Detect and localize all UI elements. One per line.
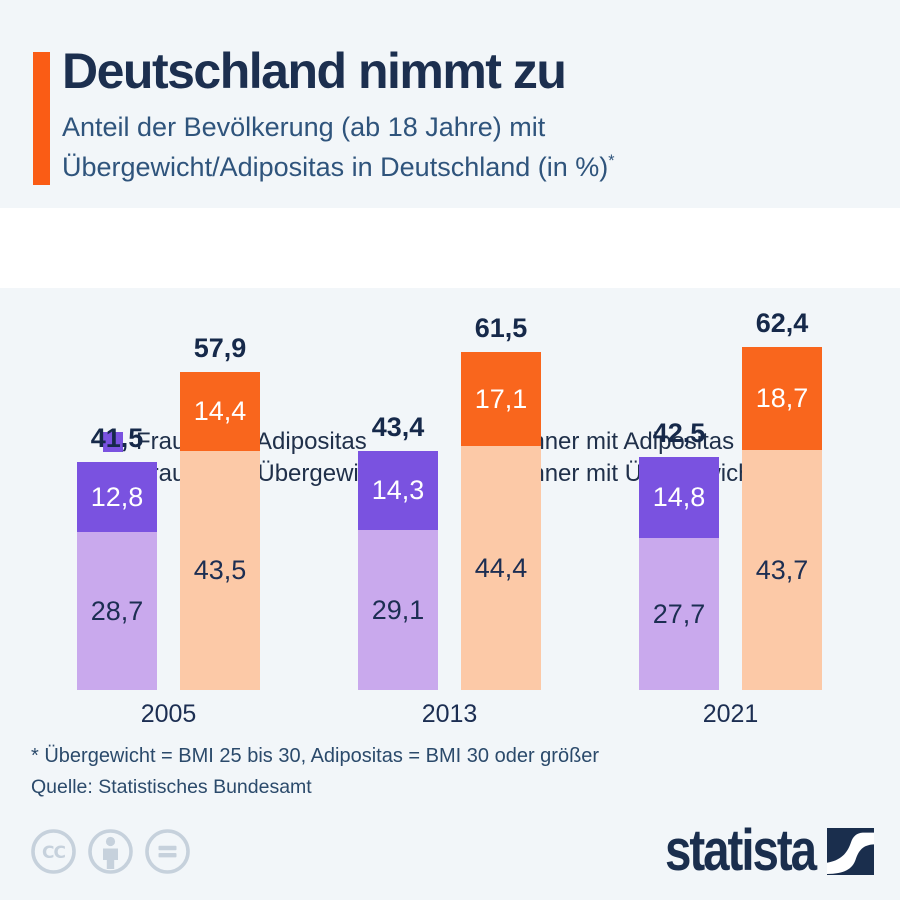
segment-adipositas-maenner-2013: 17,1 — [461, 352, 541, 446]
total-label-frauen-2021: 42,5 — [652, 418, 706, 448]
title-accent-bar — [33, 52, 50, 185]
footnote: * Übergewicht = BMI 25 bis 30, Adiposita… — [31, 745, 600, 767]
total-label-maenner-2013: 61,5 — [474, 313, 528, 343]
source: Quelle: Statistisches Bundesamt — [31, 776, 312, 798]
bar-maenner-2013: 17,1 44,4 — [461, 352, 541, 690]
equals-icon — [145, 829, 190, 874]
cc-icon: CC — [31, 829, 76, 874]
bar-maenner-2005: 14,4 43,5 — [180, 372, 260, 690]
segment-adipositas-frauen-2005: 12,8 — [77, 462, 157, 532]
svg-text:CC: CC — [42, 843, 65, 863]
bar-frauen-2013: 14,3 29,1 — [358, 451, 438, 690]
statista-logo-mark — [827, 827, 874, 875]
x-axis-label-2013: 2013 — [421, 700, 478, 728]
bar-frauen-2005: 12,8 28,7 — [77, 462, 157, 690]
segment-adipositas-maenner-2021: 18,7 — [742, 347, 822, 450]
subtitle-line2: Übergewicht/Adipositas in Deutschland (i… — [62, 152, 609, 182]
segment-adipositas-maenner-2005: 14,4 — [180, 372, 260, 451]
statista-wordmark: statista — [664, 818, 817, 883]
x-axis-label-2005: 2005 — [140, 700, 197, 728]
segment-uebergewicht-frauen-2021: 27,7 — [639, 538, 719, 690]
segment-adipositas-frauen-2021: 14,8 — [639, 457, 719, 538]
total-label-maenner-2021: 62,4 — [755, 308, 809, 338]
legend: Frauen mit Adipositas Männer mit Adiposi… — [0, 208, 900, 487]
license-icons: CC — [30, 828, 191, 875]
bar-maenner-2021: 18,7 43,7 — [742, 347, 822, 690]
segment-uebergewicht-frauen-2013: 29,1 — [358, 530, 438, 690]
x-axis-label-2021: 2021 — [702, 700, 759, 728]
legend-label: Frauen mit Übergewicht — [136, 460, 391, 487]
segment-uebergewicht-maenner-2021: 43,7 — [742, 450, 822, 690]
statista-logo: statista — [632, 822, 874, 880]
segment-uebergewicht-frauen-2005: 28,7 — [77, 532, 157, 690]
attribution-icon — [88, 829, 133, 874]
bar-frauen-2021: 14,8 27,7 — [639, 457, 719, 690]
segment-adipositas-frauen-2013: 14,3 — [358, 451, 438, 530]
segment-uebergewicht-maenner-2005: 43,5 — [180, 451, 260, 690]
page-title: Deutschland nimmt zu — [62, 43, 567, 99]
segment-uebergewicht-maenner-2013: 44,4 — [461, 446, 541, 690]
total-label-frauen-2005: 41,5 — [90, 423, 144, 453]
total-label-frauen-2013: 43,4 — [371, 412, 425, 442]
legend-swatch-frauen-adipositas — [103, 432, 123, 452]
total-label-maenner-2005: 57,9 — [193, 333, 247, 363]
subtitle: Anteil der Bevölkerung (ab 18 Jahre) mit… — [62, 110, 615, 184]
footnote-marker: * — [608, 152, 615, 170]
bar-chart: 12,8 28,7 41,5 14,4 43,5 57,9 2005 14,3 29,1 43,4… — [0, 288, 900, 740]
subtitle-line1: Anteil der Bevölkerung (ab 18 Jahre) mit — [62, 112, 546, 142]
